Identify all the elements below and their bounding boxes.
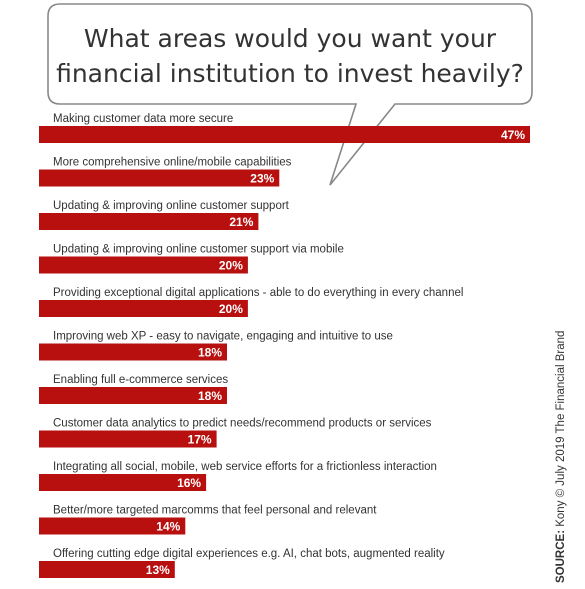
source-credit: SOURCE: Kony © July 2019 The Financial B… — [555, 331, 567, 583]
bar-label: Updating & improving online customer sup… — [53, 244, 344, 256]
bar-label: Improving web XP - easy to navigate, eng… — [53, 331, 393, 343]
bar-value-label: 17% — [188, 433, 212, 447]
bar-value-label: 16% — [177, 476, 201, 490]
bar-value-label: 21% — [229, 215, 253, 229]
bar-label: Making customer data more secure — [53, 113, 233, 125]
bar — [39, 517, 186, 535]
bar — [39, 561, 175, 578]
bar-label: Updating & improving online customer sup… — [53, 200, 290, 212]
bar — [39, 430, 217, 448]
bar-label: Enabling full e-commerce services — [53, 374, 228, 386]
bar-label: More comprehensive online/mobile capabil… — [53, 157, 292, 169]
bar — [39, 169, 280, 187]
bar-group: Making customer data more secure 47% More … — [39, 113, 530, 578]
bar-label: Providing exceptional digital applicatio… — [53, 287, 463, 299]
bar-value-label: 20% — [219, 259, 243, 273]
bar-label: Integrating all social, mobile, web serv… — [53, 461, 437, 473]
bar-value-label: 18% — [198, 346, 222, 360]
question-line-1: What areas would you want your — [84, 24, 497, 53]
bar — [39, 474, 207, 491]
question-bubble — [47, 3, 533, 186]
bar — [39, 213, 259, 230]
source-text: Kony © July 2019 The Financial Brand — [555, 330, 567, 527]
bar-label: Better/more targeted marcomms that feel … — [53, 505, 377, 517]
bar — [39, 343, 227, 361]
bar — [39, 300, 248, 317]
source-label: SOURCE: — [555, 529, 567, 583]
bar-label: Offering cutting edge digital experience… — [53, 548, 445, 560]
question-line-2: financial institution to invest heavily? — [56, 59, 524, 88]
bar-label: Customer data analytics to predict needs… — [53, 418, 432, 430]
bar — [39, 126, 530, 143]
bar-value-label: 20% — [219, 302, 243, 316]
bar-value-label: 14% — [156, 520, 180, 534]
bar-value-label: 23% — [250, 172, 274, 186]
bar-value-label: 18% — [198, 389, 222, 403]
bar-value-label: 47% — [501, 128, 525, 142]
bar-value-label: 13% — [146, 563, 170, 577]
bar — [39, 256, 248, 274]
bar — [39, 387, 227, 404]
